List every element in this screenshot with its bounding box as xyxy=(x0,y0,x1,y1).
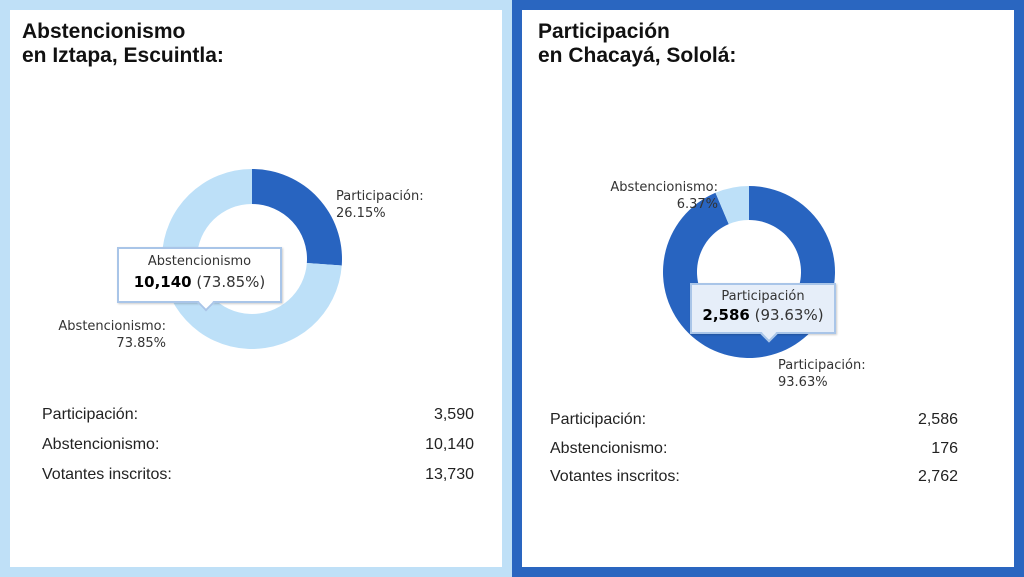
slice-label-participacion: Participación: 26.15% xyxy=(336,189,424,221)
tooltip: Participación 2,586 (93.63%) xyxy=(690,283,836,334)
slice-label-abstencionismo: Abstencionismo: 73.85% xyxy=(58,319,166,351)
slice-abstencionismo[interactable] xyxy=(715,186,749,225)
tooltip-name: Participación xyxy=(721,289,805,304)
slice-participacin[interactable] xyxy=(252,169,342,266)
stat-row: Participación: 3,590 xyxy=(42,406,474,423)
stat-row: Participación: 2,586 xyxy=(550,411,958,428)
panel-title: Participación en Chacayá, Sololá: xyxy=(538,20,736,68)
slice-label-participacion: Participación: 93.63% xyxy=(778,358,866,390)
panel-chacaya: Participación en Chacayá, Sololá: Abstenc… xyxy=(512,0,1024,577)
title-line: Participación xyxy=(538,20,670,43)
panel-title: Abstencionismo en Iztapa, Escuintla: xyxy=(22,20,224,68)
stat-row: Abstencionismo: 176 xyxy=(550,440,958,457)
title-line: Abstencionismo xyxy=(22,20,186,43)
slice-label-abstencionismo: Abstencionismo: 6.37% xyxy=(610,180,718,212)
tooltip-value: 10,140 xyxy=(133,273,192,291)
tooltip: Abstencionismo 10,140 (73.85%) xyxy=(117,247,282,303)
tooltip-value: 2,586 xyxy=(702,306,750,324)
panel-iztapa: Abstencionismo en Iztapa, Escuintla: Part… xyxy=(0,0,512,577)
stat-row: Votantes inscritos: 2,762 xyxy=(550,468,958,485)
tooltip-percent: (93.63%) xyxy=(754,306,824,324)
stat-row: Abstencionismo: 10,140 xyxy=(42,436,474,453)
stat-row: Votantes inscritos: 13,730 xyxy=(42,466,474,483)
title-line: en Iztapa, Escuintla: xyxy=(22,44,224,67)
tooltip-percent: (73.85%) xyxy=(196,273,266,291)
tooltip-name: Abstencionismo xyxy=(147,254,252,269)
title-line: en Chacayá, Sololá: xyxy=(538,44,737,67)
